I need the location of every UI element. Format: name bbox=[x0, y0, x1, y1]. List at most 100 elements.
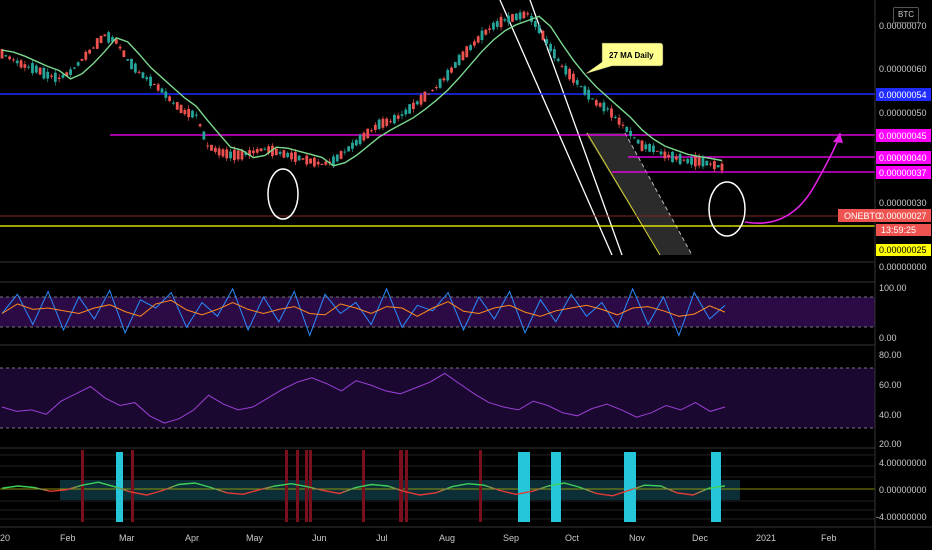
candle-body bbox=[72, 67, 76, 69]
candle-body bbox=[194, 114, 198, 116]
countdown-text: 13:59:25 bbox=[881, 225, 916, 235]
downtrend-line-2 bbox=[529, 0, 623, 256]
candle-body bbox=[503, 19, 507, 21]
candle-body bbox=[19, 60, 23, 68]
candle-body bbox=[389, 121, 392, 123]
candle-body bbox=[232, 149, 236, 161]
candle-body bbox=[400, 114, 404, 116]
time-tick-label: 20 bbox=[0, 533, 10, 543]
candle-body bbox=[644, 144, 648, 150]
main-price-pane: 27 MA Daily bbox=[0, 0, 875, 262]
candle-body bbox=[354, 139, 358, 146]
candle-body bbox=[263, 148, 267, 150]
candle-body bbox=[290, 152, 293, 160]
candle-body bbox=[92, 47, 95, 49]
candle-body bbox=[549, 44, 552, 52]
candle-body bbox=[446, 69, 450, 81]
candle-body bbox=[130, 58, 133, 70]
candle-body bbox=[316, 161, 320, 165]
candle-body bbox=[8, 56, 12, 60]
level-tag-054-text: 0.00000054 bbox=[879, 90, 927, 100]
last-price-value: 0.00000027 bbox=[879, 211, 927, 221]
candle-body bbox=[632, 137, 636, 139]
candle-body bbox=[366, 128, 370, 139]
osc-tick-label: -4.00000000 bbox=[876, 512, 927, 522]
candle-body bbox=[594, 100, 598, 106]
candle-body bbox=[172, 102, 175, 104]
time-tick-label: Aug bbox=[439, 533, 455, 543]
rsi-line bbox=[1, 372, 726, 424]
candle-body bbox=[465, 46, 469, 58]
candle-body bbox=[324, 161, 328, 165]
candle-body bbox=[381, 118, 385, 128]
osc-tick-label: 4.00000000 bbox=[879, 458, 927, 468]
candle-body bbox=[408, 104, 412, 114]
time-tick-label: 2021 bbox=[756, 533, 776, 543]
candle-body bbox=[210, 144, 213, 151]
candle-body bbox=[229, 151, 232, 159]
candle-body bbox=[183, 109, 187, 115]
candle-body bbox=[267, 146, 271, 154]
candle-body bbox=[225, 149, 229, 159]
candle-body bbox=[38, 67, 42, 75]
candle-body bbox=[339, 151, 343, 159]
candlestick-series bbox=[0, 9, 724, 174]
bottom-circle-dec bbox=[708, 181, 746, 237]
candle-body bbox=[674, 156, 678, 160]
candle-body bbox=[111, 37, 114, 42]
stoch-k-line bbox=[1, 287, 726, 337]
candle-body bbox=[23, 64, 27, 68]
candle-body bbox=[602, 102, 606, 112]
candle-body bbox=[4, 55, 8, 57]
candle-body bbox=[297, 155, 301, 161]
candle-body bbox=[278, 151, 282, 154]
candle-body bbox=[461, 51, 465, 60]
candle-body bbox=[686, 158, 690, 164]
candle-body bbox=[164, 91, 168, 98]
candle-body bbox=[442, 78, 446, 81]
candle-body bbox=[221, 149, 225, 157]
candle-body bbox=[305, 155, 309, 165]
candle-body bbox=[392, 114, 396, 124]
candle-body bbox=[118, 46, 122, 49]
candle-body bbox=[34, 65, 38, 73]
candle-body bbox=[606, 108, 610, 110]
candle-body bbox=[579, 86, 583, 88]
candle-body bbox=[179, 104, 183, 114]
candle-body bbox=[484, 29, 488, 35]
candle-body bbox=[107, 32, 111, 43]
currency-badge[interactable]: BTC bbox=[893, 7, 919, 23]
candle-body bbox=[133, 63, 137, 73]
candle-body bbox=[625, 126, 629, 132]
candle-body bbox=[629, 130, 632, 137]
candle-body bbox=[495, 21, 499, 28]
osc-line bbox=[1, 481, 726, 497]
candle-body bbox=[240, 150, 244, 160]
candle-body bbox=[122, 50, 126, 57]
price-pane-background bbox=[0, 0, 875, 262]
time-tick-label: Oct bbox=[565, 533, 580, 543]
candle-body bbox=[358, 135, 362, 145]
candle-body bbox=[126, 59, 130, 61]
stochastic-pane bbox=[0, 287, 875, 337]
time-axis: 20 Feb Mar Apr May Jun Jul Aug Sep Oct N… bbox=[0, 526, 932, 543]
candle-body bbox=[537, 25, 541, 34]
candle-body bbox=[385, 118, 389, 126]
candle-body bbox=[568, 68, 572, 80]
candle-body bbox=[545, 39, 549, 44]
candle-body bbox=[396, 115, 400, 119]
candle-body bbox=[76, 62, 80, 66]
time-tick-label: Mar bbox=[119, 533, 135, 543]
price-axis: 0.00000070 0.00000060 0.00000050 0.00000… bbox=[838, 0, 932, 550]
candle-body bbox=[84, 51, 88, 60]
candle-body bbox=[114, 39, 118, 44]
candle-body bbox=[518, 12, 522, 20]
candle-body bbox=[46, 71, 50, 79]
candle-body bbox=[587, 89, 591, 100]
rsi-tick-label: 60.00 bbox=[879, 380, 902, 390]
candle-body bbox=[12, 59, 15, 61]
time-tick-label: Jul bbox=[376, 533, 388, 543]
stoch-tick-label: 100.00 bbox=[879, 283, 907, 293]
candle-body bbox=[404, 109, 408, 115]
